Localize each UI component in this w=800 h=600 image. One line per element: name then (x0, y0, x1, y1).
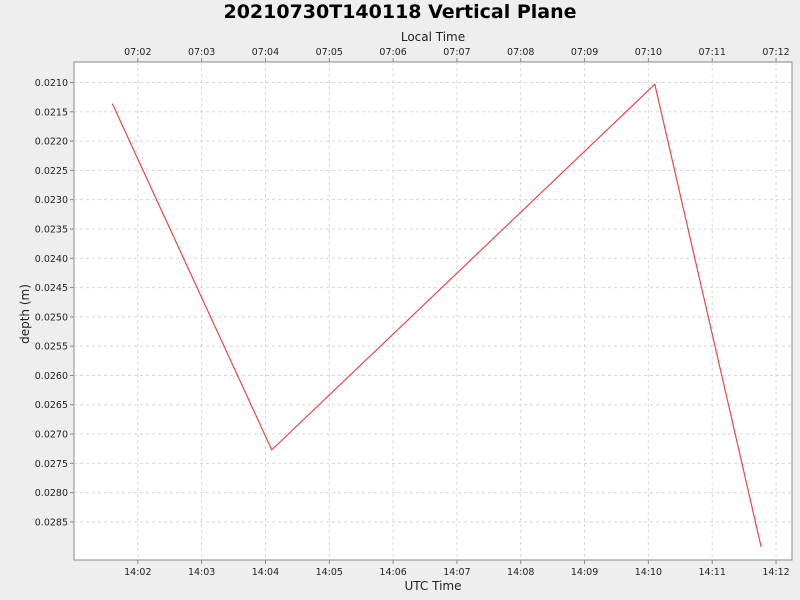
top-axis-title: Local Time (401, 30, 465, 44)
y-tick-label: 0.0230 (35, 195, 68, 206)
top-tick-label: 07:07 (443, 47, 470, 58)
x-tick-label: 14:02 (124, 567, 151, 578)
x-tick-label: 14:06 (379, 567, 406, 578)
y-tick-label: 0.0245 (35, 283, 68, 294)
series-line (111, 83, 762, 548)
x-tick-label: 14:03 (188, 567, 215, 578)
y-tick-label: 0.0240 (35, 254, 68, 265)
x-axis-title: UTC Time (405, 579, 462, 593)
y-tick-label: 0.0275 (35, 459, 68, 470)
y-tick-label: 0.0210 (35, 78, 68, 89)
top-tick-label: 07:08 (507, 47, 534, 58)
top-tick-label: 07:11 (699, 47, 726, 58)
y-tick-label: 0.0225 (35, 166, 68, 177)
top-tick-label: 07:03 (188, 47, 215, 58)
top-tick-label: 07:02 (124, 47, 151, 58)
y-tick-label: 0.0255 (35, 342, 68, 353)
y-tick-label: 0.0250 (35, 312, 68, 323)
x-tick-label: 14:08 (507, 567, 534, 578)
x-tick-label: 14:09 (571, 567, 598, 578)
top-tick-label: 07:05 (316, 47, 343, 58)
top-tick-label: 07:12 (762, 47, 789, 58)
x-tick-label: 14:10 (635, 567, 662, 578)
top-tick-label: 07:06 (379, 47, 406, 58)
y-tick-label: 0.0235 (35, 224, 68, 235)
axis-ticks: 14:02 07:02 14:03 07:03 14:04 07:04 14:05 07:05… (35, 47, 790, 578)
top-tick-label: 07:10 (635, 47, 662, 58)
y-tick-label: 0.0265 (35, 400, 68, 411)
x-tick-label: 14:04 (252, 567, 279, 578)
top-tick-label: 07:04 (252, 47, 279, 58)
y-tick-label: 0.0280 (35, 488, 68, 499)
y-tick-label: 0.0270 (35, 430, 68, 441)
top-tick-label: 07:09 (571, 47, 598, 58)
x-tick-label: 14:11 (699, 567, 726, 578)
x-tick-label: 14:05 (316, 567, 343, 578)
x-tick-label: 14:12 (762, 567, 789, 578)
y-axis-title: depth (m) (18, 284, 32, 344)
x-tick-label: 14:07 (443, 567, 470, 578)
y-tick-label: 0.0260 (35, 371, 68, 382)
chart-title: 20210730T140118 Vertical Plane (223, 1, 576, 23)
plot-area (73, 61, 793, 561)
y-tick-label: 0.0220 (35, 137, 68, 148)
series-group (111, 83, 762, 548)
y-tick-label: 0.0285 (35, 517, 68, 528)
y-tick-label: 0.0215 (35, 107, 68, 118)
grid (74, 62, 792, 560)
